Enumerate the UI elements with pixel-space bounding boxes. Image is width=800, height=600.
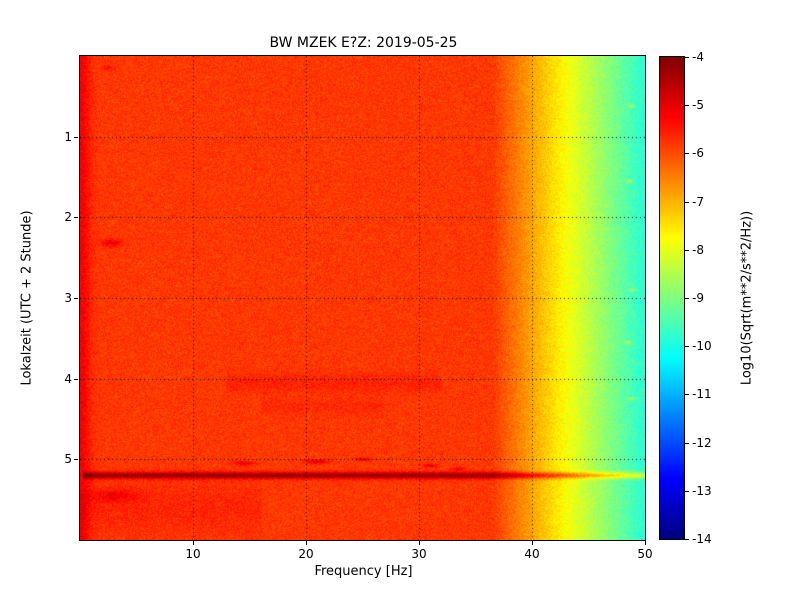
colorbar-tick-label: -13 bbox=[692, 484, 712, 498]
colorbar-tick-mark bbox=[685, 539, 689, 540]
y-tick-label: 4 bbox=[40, 372, 72, 386]
colorbar-tick-mark bbox=[685, 202, 689, 203]
colorbar-tick-label: -4 bbox=[692, 50, 704, 64]
colorbar-tick-mark bbox=[685, 346, 689, 347]
chart-title: BW MZEK E?Z: 2019-05-25 bbox=[80, 35, 647, 51]
colorbar-tick-label: -12 bbox=[692, 436, 712, 450]
colorbar-gradient bbox=[660, 57, 684, 539]
colorbar-tick-label: -14 bbox=[692, 532, 712, 546]
colorbar-tick-mark bbox=[685, 57, 689, 58]
y-tick-mark bbox=[74, 137, 78, 138]
colorbar-tick-mark bbox=[685, 491, 689, 492]
colorbar-tick-mark bbox=[685, 250, 689, 251]
x-tick-label: 20 bbox=[298, 547, 313, 561]
colorbar-tick-mark bbox=[685, 153, 689, 154]
colorbar-tick-label: -11 bbox=[692, 387, 712, 401]
x-tick-mark bbox=[193, 541, 194, 545]
x-tick-mark bbox=[532, 541, 533, 545]
colorbar-tick-label: -7 bbox=[692, 195, 704, 209]
plot-area bbox=[79, 55, 646, 541]
y-axis-label: Lokalzeit (UTC + 2 Stunde) bbox=[20, 210, 35, 385]
colorbar-tick-label: -9 bbox=[692, 291, 704, 305]
colorbar-label: Log10(Sqrt(m**2/s**2/Hz)) bbox=[740, 211, 755, 385]
y-tick-label: 1 bbox=[40, 130, 72, 144]
y-tick-mark bbox=[74, 459, 78, 460]
colorbar-tick-label: -8 bbox=[692, 243, 704, 257]
colorbar-tick-mark bbox=[685, 443, 689, 444]
colorbar-tick-label: -10 bbox=[692, 339, 712, 353]
x-tick-mark bbox=[645, 541, 646, 545]
colorbar bbox=[659, 56, 685, 540]
y-tick-mark bbox=[74, 217, 78, 218]
x-tick-label: 10 bbox=[185, 547, 200, 561]
x-tick-label: 40 bbox=[524, 547, 539, 561]
y-tick-label: 2 bbox=[40, 210, 72, 224]
y-tick-mark bbox=[74, 379, 78, 380]
y-tick-label: 5 bbox=[40, 452, 72, 466]
x-tick-label: 30 bbox=[411, 547, 426, 561]
y-tick-mark bbox=[74, 298, 78, 299]
colorbar-tick-mark bbox=[685, 105, 689, 106]
colorbar-tick-label: -6 bbox=[692, 146, 704, 160]
colorbar-tick-label: -5 bbox=[692, 98, 704, 112]
y-tick-label: 3 bbox=[40, 291, 72, 305]
spectrogram-figure: BW MZEK E?Z: 2019-05-25 10 20 30 40 50 1 2 3 4 5 … bbox=[0, 0, 800, 600]
spectrogram-heatmap bbox=[80, 56, 645, 540]
x-tick-mark bbox=[306, 541, 307, 545]
colorbar-tick-mark bbox=[685, 298, 689, 299]
x-axis-label: Frequency [Hz] bbox=[80, 564, 647, 579]
x-tick-mark bbox=[419, 541, 420, 545]
colorbar-tick-mark bbox=[685, 394, 689, 395]
x-tick-label: 50 bbox=[637, 547, 652, 561]
